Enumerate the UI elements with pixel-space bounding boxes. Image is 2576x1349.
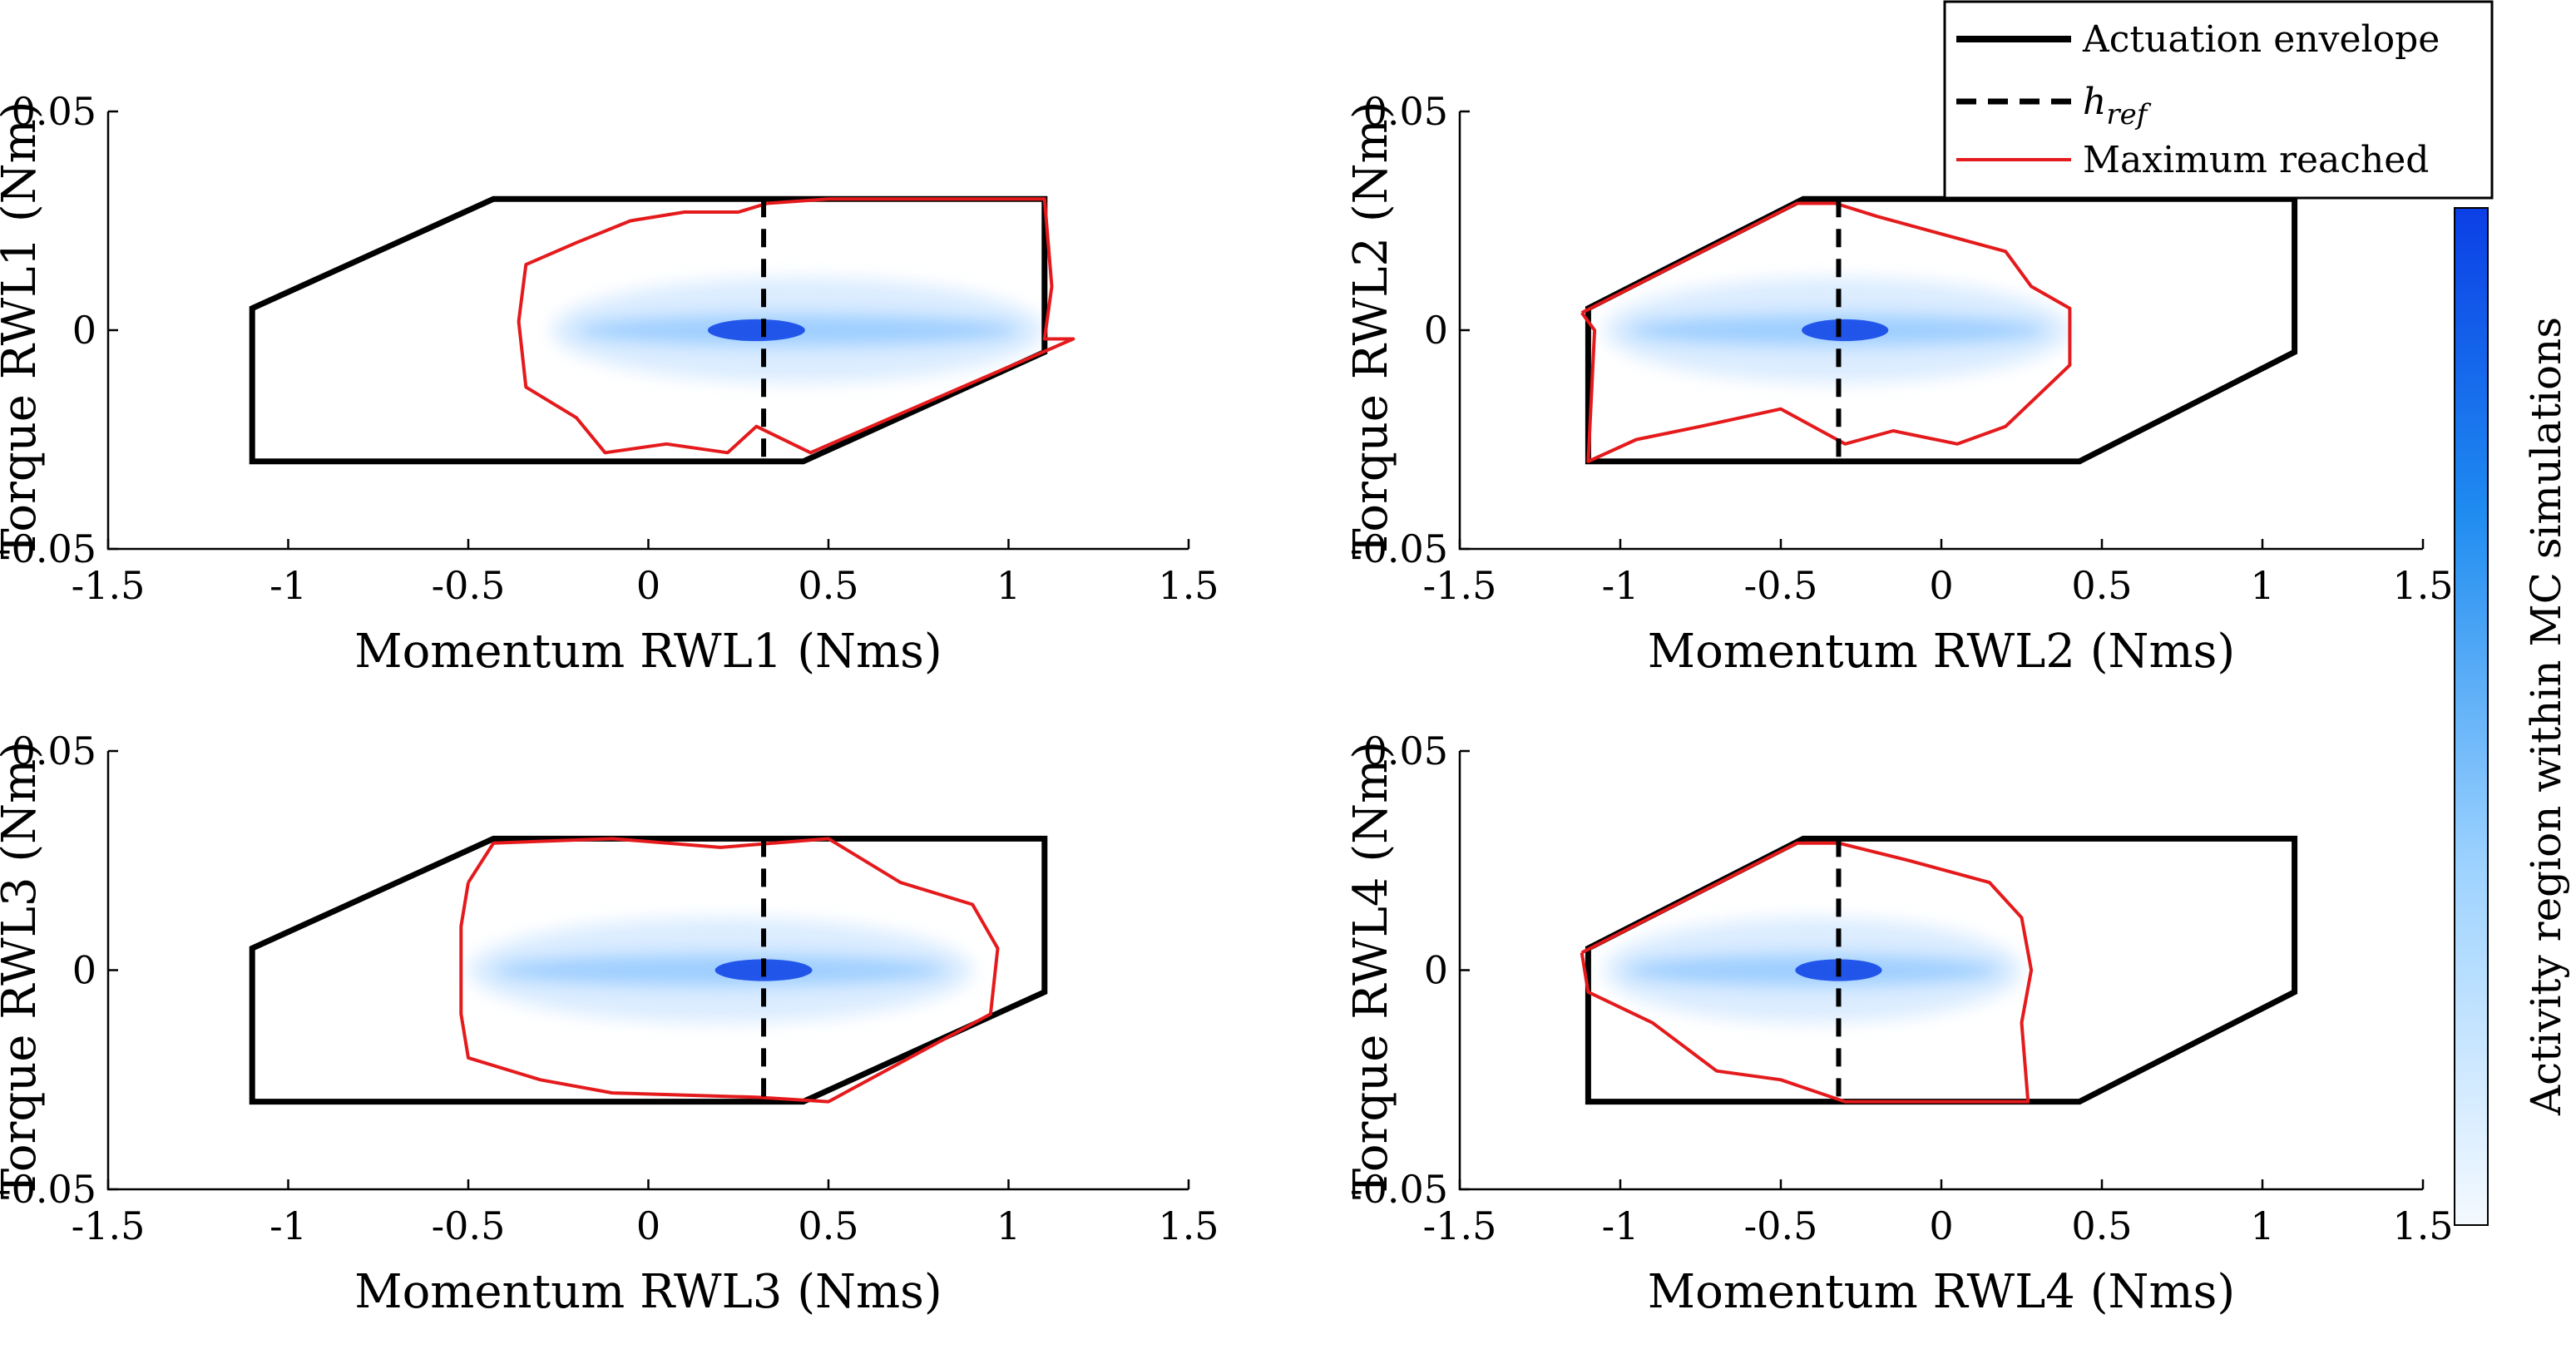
x-tick-label-rwl4: -1 [1602,1203,1639,1248]
x-tick-label-rwl2: 1.5 [2392,563,2453,608]
x-tick-label-rwl3: 1.5 [1158,1203,1219,1248]
y-tick-label-rwl4: 0 [1424,948,1448,993]
legend-href-main: h [2083,81,2106,123]
y-axis-label-rwl1: Torque RWL1 (Nm) [0,101,47,559]
y-tick-label-rwl2: 0 [1424,308,1448,353]
panels-layer: -1.5 -1 -0.5 0 0.5 1 1.5 -0.05 0 0.05 Momentum RWL… [0,89,2454,1319]
x-tick-label-rwl1: 1.5 [1158,563,1219,608]
legend-label-envelope: Actuation envelope [2082,18,2440,61]
x-tick-label-rwl3: -1.5 [72,1203,146,1248]
x-axis-label-rwl1: Momentum RWL1 (Nms) [354,625,942,679]
x-tick-label-rwl4: 0 [1929,1203,1953,1248]
max-reached-rwl4 [1580,841,2034,1104]
x-axis-label-rwl2: Momentum RWL2 (Nms) [1648,625,2235,679]
x-axis-label-rwl4: Momentum RWL4 (Nms) [1648,1265,2235,1319]
activity-region-rwl4 [1604,917,2022,1023]
y-tick-label-rwl1: 0.05 [12,89,96,134]
x-tick-label-rwl2: -1.5 [1423,563,1497,608]
y-tick-label-rwl1: -0.05 [0,526,96,571]
x-tick-label-rwl3: 1 [996,1203,1021,1248]
colorbar-gradient [2454,207,2489,1226]
x-tick-label-rwl3: 0.5 [798,1203,858,1248]
x-tick-label-rwl4: 1 [2250,1203,2274,1248]
max-reached-rwl2 [1580,201,2072,463]
x-tick-label-rwl1: 1 [996,563,1021,608]
subplot-rwl4: -1.5 -1 -0.5 0 0.5 1 1.5 -0.05 0 0.05 Momentum RWL… [1344,729,2454,1319]
x-tick-label-rwl2: 0.5 [2071,563,2132,608]
max-reached-rwl1 [517,197,1075,455]
x-axis-label-rwl3: Momentum RWL3 (Nms) [354,1265,942,1319]
x-tick-label-rwl2: -1 [1602,563,1639,608]
subplot-rwl2: -1.5 -1 -0.5 0 0.5 1 1.5 -0.05 0 0.05 Momentum RWL… [1344,89,2454,679]
x-tick-label-rwl3: -0.5 [432,1203,506,1248]
x-tick-label-rwl4: 1.5 [2392,1203,2453,1248]
activity-core-rwl1 [707,319,805,342]
legend-href-sub: ref [2106,98,2151,131]
envelope-rwl3 [249,835,1048,1105]
y-tick-label-rwl3: 0.05 [12,729,96,773]
y-tick-label-rwl3: 0 [72,948,96,993]
x-tick-label-rwl1: -1.5 [72,563,146,608]
x-tick-label-rwl1: -1 [269,563,307,608]
x-tick-label-rwl4: -1.5 [1423,1203,1497,1248]
y-tick-label-rwl2: -0.05 [1350,526,1448,571]
x-tick-label-rwl2: 1 [2250,563,2274,608]
x-tick-label-rwl1: -0.5 [432,563,506,608]
x-tick-label-rwl1: 0.5 [798,563,858,608]
x-tick-label-rwl4: 0.5 [2071,1203,2132,1248]
y-tick-label-rwl4: -0.05 [1350,1167,1448,1212]
colorbar: Activity region within MC simulations [2454,207,2570,1226]
activity-region-rwl1 [551,277,1045,383]
y-axis-label-rwl3: Torque RWL3 (Nm) [0,741,47,1199]
y-axis-label-rwl2: Torque RWL2 (Nm) [1344,101,1398,559]
y-tick-label-rwl1: 0 [72,308,96,353]
subplot-rwl3: -1.5 -1 -0.5 0 0.5 1 1.5 -0.05 0 0.05 Momentum RWL… [0,729,1219,1319]
legend-label-href: href [2083,81,2152,131]
activity-core-rwl2 [1802,319,1889,342]
legend: Actuation envelope href Maximum reached [1943,0,2494,200]
y-tick-label-rwl4: 0.05 [1363,729,1448,773]
activity-region-rwl3 [468,917,973,1023]
x-tick-label-rwl4: -0.5 [1744,1203,1818,1248]
subplot-rwl1: -1.5 -1 -0.5 0 0.5 1 1.5 -0.05 0 0.05 Momentum RWL… [0,89,1219,679]
x-tick-label-rwl2: 0 [1929,563,1953,608]
y-tick-label-rwl3: -0.05 [0,1167,96,1212]
envelope-rwl4 [1585,835,2298,1105]
legend-label-max: Maximum reached [2083,139,2429,181]
max-reached-rwl3 [459,837,1000,1104]
colorbar-label: Activity region within MC simulations [2522,317,2570,1116]
x-tick-label-rwl1: 0 [636,563,660,608]
y-axis-label-rwl4: Torque RWL4 (Nm) [1344,741,1398,1199]
x-tick-label-rwl3: 0 [636,1203,660,1248]
x-tick-label-rwl2: -0.5 [1744,563,1818,608]
x-tick-label-rwl3: -1 [269,1203,307,1248]
y-tick-label-rwl2: 0.05 [1363,89,1448,134]
